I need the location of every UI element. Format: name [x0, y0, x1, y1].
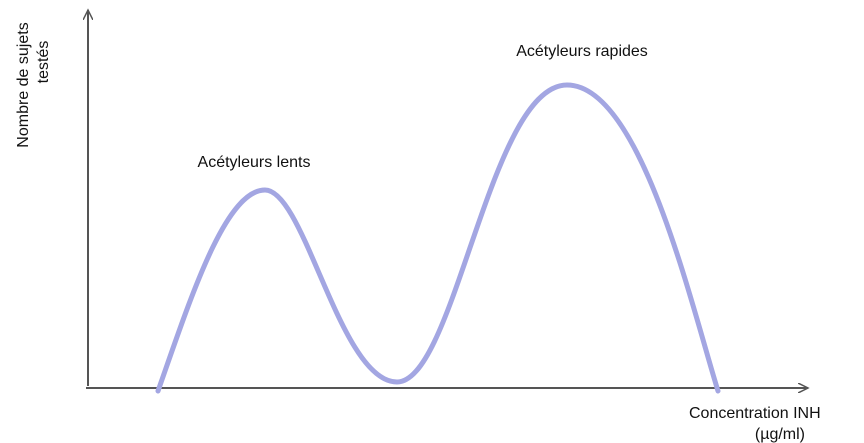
x-axis-label: Concentration INH — [689, 405, 821, 422]
x-axis-label: (µg/ml) — [755, 426, 805, 443]
y-axis-label: Nombre de sujets — [15, 22, 32, 147]
annotation: Acétyleurs lents — [198, 154, 311, 171]
y-axis-label: testés — [35, 41, 52, 84]
distribution-curve — [155, 82, 721, 394]
annotation: Acétyleurs rapides — [516, 43, 648, 60]
